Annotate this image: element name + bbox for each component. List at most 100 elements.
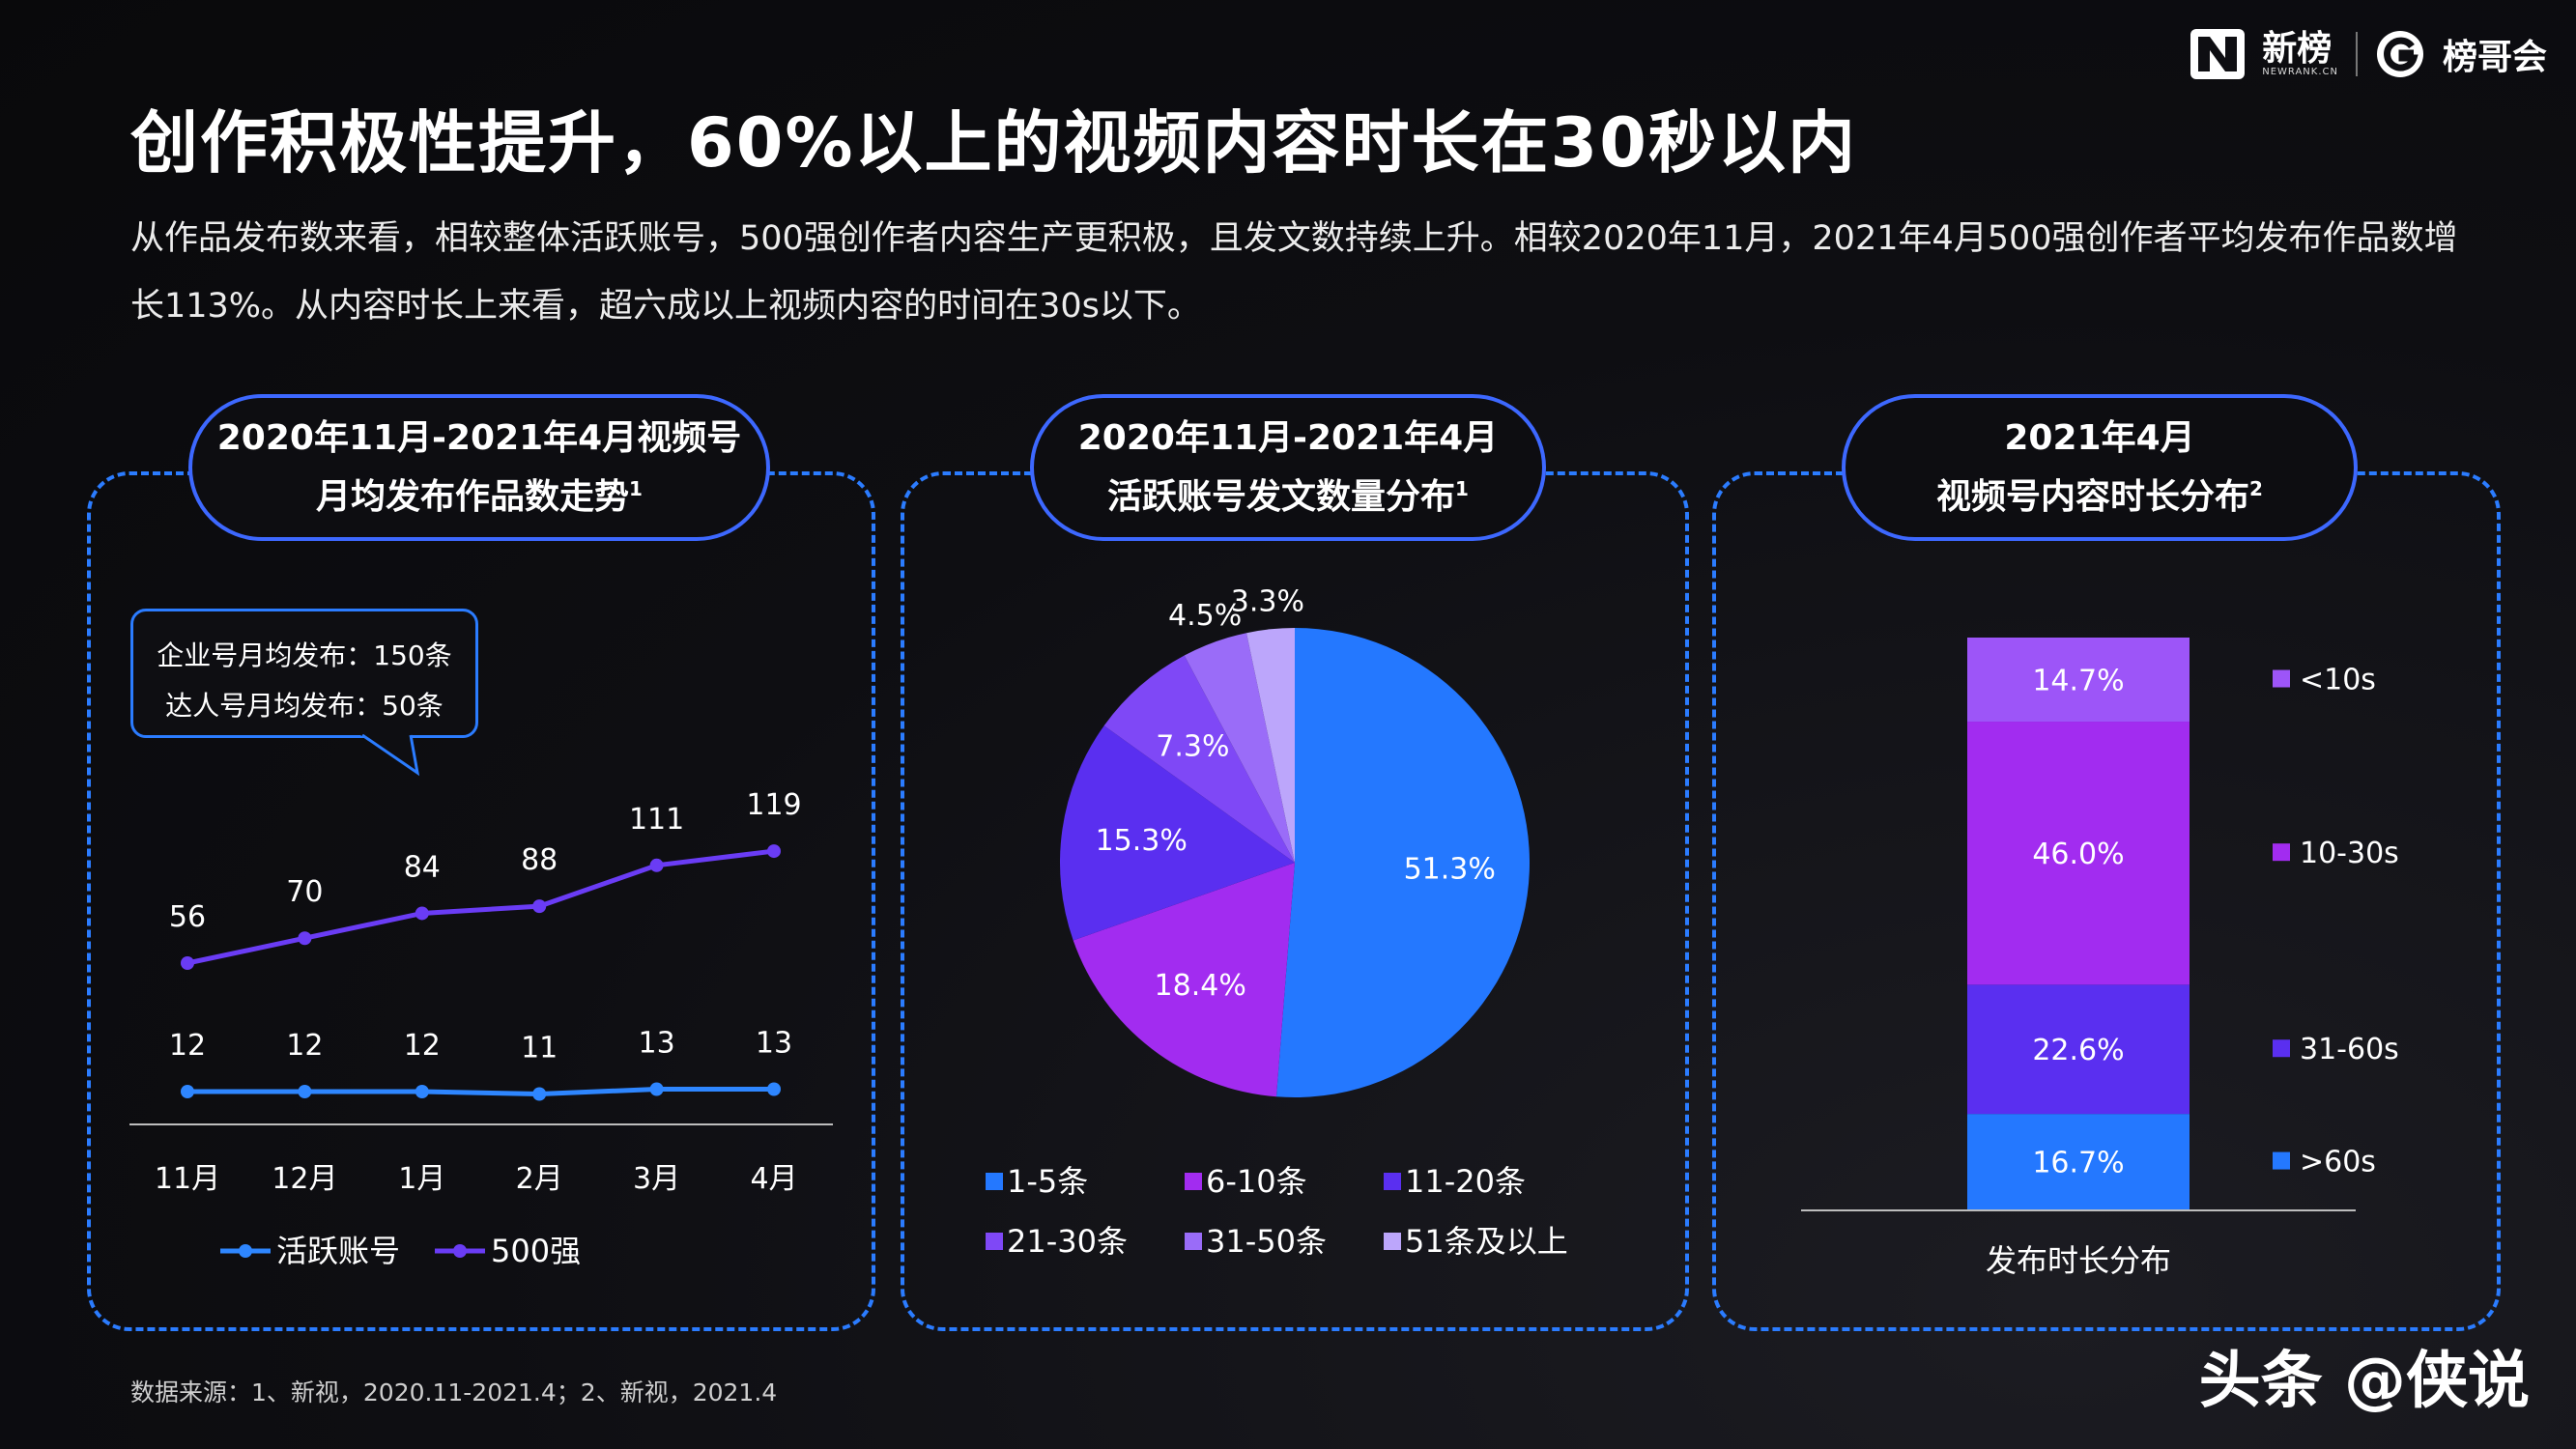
data-label-active: 13 <box>756 1027 792 1061</box>
callout-box: 企业号月均发布：150条 达人号月均发布：50条 <box>130 609 478 738</box>
panel-title-bar-chart: 2021年4月 视频号内容时长分布2 <box>1842 394 2358 541</box>
pie-slice <box>1060 725 1295 941</box>
pie-slice <box>1073 863 1295 1097</box>
legend-label: 51条及以上 <box>1405 1223 1568 1260</box>
data-label-top500: 70 <box>286 875 323 909</box>
legend-label: 6-10条 <box>1206 1163 1307 1200</box>
legend-swatch <box>1185 1233 1202 1250</box>
logo-divider <box>2355 32 2358 76</box>
pie-data-label: 4.5% <box>1168 599 1242 633</box>
bar-segment <box>1967 638 2190 723</box>
panel-title-text: 活跃账号发文数量分布 <box>1107 476 1456 517</box>
pie-data-label: 18.4% <box>1155 969 1246 1003</box>
panel-title-text: 视频号内容时长分布 <box>1936 476 2250 517</box>
legend-label: 1-5条 <box>1007 1163 1088 1200</box>
stacked-bar-chart: 16.7% >60s 22.6% 31-60s 46.0% 10-30s 14.7% <10s… <box>1801 638 2399 1279</box>
legend-swatch <box>2273 669 2290 688</box>
newrank-wordmark: 新榜 NEWRANK.CN <box>2262 28 2338 77</box>
bangge-logo-icon <box>2376 31 2423 77</box>
callout-line-1: 企业号月均发布：150条 <box>157 639 452 671</box>
data-label-top500: 88 <box>521 843 558 877</box>
bar-data-label: 14.7% <box>2032 665 2124 698</box>
legend-label: 500强 <box>491 1233 581 1269</box>
data-point-active <box>767 1082 781 1096</box>
newrank-logo-icon <box>2190 29 2246 79</box>
panel-title-line1: 2020年11月-2021年4月 <box>1077 417 1499 458</box>
panel-title-line2: 月均发布作品数走势1 <box>316 464 643 523</box>
pie-slice <box>1103 655 1295 863</box>
bar-data-label: 16.7% <box>2032 1147 2124 1180</box>
data-label-active: 13 <box>639 1027 675 1061</box>
data-point-active <box>181 1085 194 1098</box>
data-point-top500 <box>181 956 194 970</box>
pie-data-label: 51.3% <box>1404 852 1496 886</box>
data-point-top500 <box>649 858 664 872</box>
panel-title-line1: 2020年11月-2021年4月视频号 <box>216 417 742 458</box>
x-tick-label: 2月 <box>516 1162 563 1196</box>
source-footnote: 数据来源：1、新视，2020.11-2021.4；2、新视，2021.4 <box>130 1378 778 1406</box>
pie-slice <box>1275 628 1531 1097</box>
legend-swatch <box>2273 1039 2290 1058</box>
footnote-marker: 1 <box>1455 476 1469 500</box>
x-tick-label: 12月 <box>272 1162 337 1196</box>
panel-title-pie-chart: 2020年11月-2021年4月 活跃账号发文数量分布1 <box>1030 394 1546 541</box>
callout-pointer <box>360 734 420 777</box>
line-chart: 11月 12月 1月 2月 3月 4月 56 70 84 88 111 119 12 12 12 11 13 13… <box>129 788 833 1269</box>
data-point-active <box>415 1085 429 1098</box>
bar-data-label: 22.6% <box>2032 1034 2124 1067</box>
series-line-top500 <box>186 848 775 966</box>
legend-label: 21-30条 <box>1007 1223 1128 1260</box>
legend-label: 31-60s <box>2300 1033 2399 1066</box>
newrank-subtitle: NEWRANK.CN <box>2262 66 2338 77</box>
legend-swatch <box>986 1233 1003 1250</box>
legend-label: 10-30s <box>2300 837 2399 870</box>
data-point-top500 <box>415 906 429 921</box>
legend-label: 11-20条 <box>1405 1163 1526 1200</box>
panel-title-line-chart: 2020年11月-2021年4月视频号 月均发布作品数走势1 <box>188 394 770 541</box>
panel-title-text: 月均发布作品数走势 <box>316 476 630 517</box>
pie-data-label: 7.3% <box>1156 729 1229 763</box>
panel-title-line1: 2021年4月 <box>2004 417 2195 458</box>
data-label-top500: 84 <box>404 850 441 884</box>
newrank-name: 新榜 <box>2262 28 2333 69</box>
data-point-top500 <box>532 899 547 914</box>
legend-swatch <box>1185 1173 1202 1190</box>
pie-slice <box>1246 628 1295 863</box>
legend-swatch <box>2273 1151 2290 1170</box>
x-tick-label: 4月 <box>750 1162 797 1196</box>
x-tick-label: 3月 <box>633 1162 680 1196</box>
data-label-active: 11 <box>521 1032 558 1065</box>
pie-chart: 51.3% 18.4% 15.3% 7.3% 4.5%3.3% 1-5条 6-10条 11-2… <box>986 584 1568 1260</box>
data-label-top500: 119 <box>746 788 801 822</box>
bangge-name: 榜哥会 <box>2442 38 2547 77</box>
data-point-active <box>532 1087 547 1101</box>
series-line-active <box>187 1087 774 1097</box>
watermark: 头条 @侠说 <box>2198 1346 2530 1417</box>
page-description: 从作品发布数来看，相较整体活跃账号，500强创作者内容生产更积极，且发文数持续上… <box>130 219 2458 326</box>
bar-data-label: 46.0% <box>2032 838 2124 871</box>
pie-data-label: 15.3% <box>1096 824 1188 858</box>
legend-label: 活跃账号 <box>276 1233 400 1269</box>
legend-swatch <box>1384 1173 1401 1190</box>
logo-area: 新榜 NEWRANK.CN 榜哥会 <box>2190 25 2547 83</box>
x-axis-label: 发布时长分布 <box>1986 1242 2171 1279</box>
legend-swatch <box>1384 1233 1401 1250</box>
data-label-active: 12 <box>169 1029 206 1063</box>
data-label-top500: 56 <box>169 900 206 934</box>
legend-label: >60s <box>2300 1146 2376 1179</box>
data-label-top500: 111 <box>629 803 684 837</box>
pie-data-label: 3.3% <box>1231 584 1304 618</box>
legend-swatch <box>2273 843 2290 862</box>
x-tick-label: 1月 <box>398 1162 445 1196</box>
legend-label: 31-50条 <box>1206 1223 1327 1260</box>
legend-marker <box>453 1244 467 1258</box>
pie-slice <box>1184 633 1295 863</box>
panel-title-line2: 活跃账号发文数量分布1 <box>1107 464 1469 523</box>
legend-swatch <box>986 1173 1003 1190</box>
bar-segment <box>1967 722 2190 985</box>
data-point-top500 <box>298 931 312 946</box>
bar-segment <box>1967 984 2190 1115</box>
x-tick-label: 11月 <box>155 1162 220 1196</box>
data-label-active: 12 <box>404 1029 441 1063</box>
data-point-active <box>298 1085 312 1098</box>
